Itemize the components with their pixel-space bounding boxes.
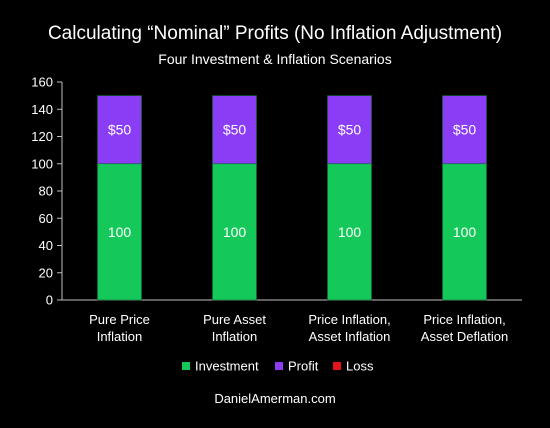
legend-swatch-profit bbox=[275, 362, 283, 370]
legend-swatch-investment bbox=[182, 362, 190, 370]
y-tick-label: 40 bbox=[39, 238, 53, 253]
bar-investment bbox=[212, 163, 257, 301]
data-label-investment: 100 bbox=[453, 224, 477, 240]
data-label-investment: 100 bbox=[223, 224, 247, 240]
data-label-investment: 100 bbox=[338, 224, 362, 240]
y-axis: 0 20 40 60 80 100 120 140 160 bbox=[31, 75, 522, 308]
data-label-profit: $50 bbox=[223, 122, 247, 138]
bar-profit bbox=[212, 95, 257, 165]
bar-investment bbox=[442, 163, 487, 301]
x-axis-labels: Pure Price Inflation Pure Asset Inflation Pr… bbox=[89, 312, 508, 344]
y-tick-label: 20 bbox=[39, 265, 53, 280]
legend-label-profit: Profit bbox=[288, 359, 319, 374]
y-tick-label: 80 bbox=[39, 184, 53, 199]
bar-profit bbox=[442, 95, 487, 165]
bars: 100 $50 100 $50 100 $50 100 $50 bbox=[97, 95, 487, 301]
legend-swatch-loss bbox=[333, 362, 341, 370]
legend-label-loss: Loss bbox=[346, 359, 374, 374]
data-label-profit: $50 bbox=[338, 122, 362, 138]
chart-subtitle: Four Investment & Inflation Scenarios bbox=[158, 51, 391, 67]
x-tick-label: Price Inflation, Asset Deflation bbox=[421, 312, 508, 344]
x-tick-label: Pure Asset Inflation bbox=[203, 312, 266, 344]
y-tick-label: 160 bbox=[31, 75, 53, 90]
x-tick-label: Price Inflation, Asset Inflation bbox=[308, 312, 390, 344]
y-tick-label: 0 bbox=[46, 293, 53, 308]
y-tick-label: 120 bbox=[31, 129, 53, 144]
chart-title: Calculating “Nominal” Profits (No Inflat… bbox=[48, 23, 502, 44]
bar-profit bbox=[327, 95, 372, 165]
x-tick-label: Pure Price Inflation bbox=[89, 312, 150, 344]
data-label-investment: 100 bbox=[108, 224, 132, 240]
y-tick-label: 60 bbox=[39, 211, 53, 226]
legend-label-investment: Investment bbox=[195, 359, 259, 374]
credit-text: DanielAmerman.com bbox=[214, 391, 335, 406]
data-label-profit: $50 bbox=[108, 122, 132, 138]
bar-investment bbox=[97, 163, 142, 301]
data-label-profit: $50 bbox=[453, 122, 477, 138]
bar-investment bbox=[327, 163, 372, 301]
bar-profit bbox=[97, 95, 142, 165]
y-tick-label: 140 bbox=[31, 102, 53, 117]
legend: Investment Profit Loss bbox=[182, 359, 374, 374]
y-tick-label: 100 bbox=[31, 156, 53, 171]
